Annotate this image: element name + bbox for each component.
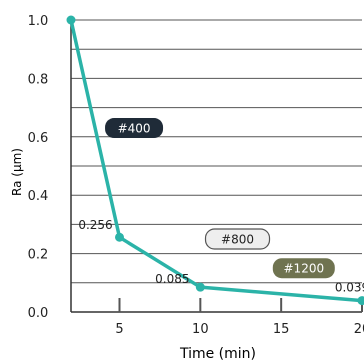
y-tick-label-0: 0.0 bbox=[28, 306, 49, 321]
annotation-label-0: #400 bbox=[118, 122, 151, 136]
x-tick-label-1: 10 bbox=[192, 322, 209, 337]
x-tick-label-0: 5 bbox=[115, 322, 123, 337]
x-tick-label-2: 15 bbox=[273, 322, 290, 337]
data-label-1: 0.085 bbox=[155, 272, 189, 286]
y-tick-label-4: 0.8 bbox=[28, 72, 49, 87]
data-point-0-3 bbox=[358, 296, 364, 305]
annotation-label-1: #800 bbox=[221, 233, 254, 247]
y-tick-label-5: 1.0 bbox=[28, 14, 49, 29]
data-label-0: 0.256 bbox=[78, 218, 112, 232]
annotation-label-2: #1200 bbox=[284, 262, 325, 276]
y-axis-title: Ra (µm) bbox=[10, 148, 24, 196]
y-tick-label-3: 0.6 bbox=[28, 131, 49, 146]
y-tick-label-2: 0.4 bbox=[28, 189, 49, 204]
x-axis-title: Time (min) bbox=[179, 346, 256, 360]
data-point-0-2 bbox=[196, 283, 205, 292]
x-tick-label-3: 20 bbox=[354, 322, 364, 337]
data-point-0-0 bbox=[67, 16, 76, 25]
data-label-2: 0.039 bbox=[335, 281, 364, 295]
y-tick-label-1: 0.2 bbox=[28, 248, 49, 263]
data-point-0-1 bbox=[115, 233, 124, 242]
